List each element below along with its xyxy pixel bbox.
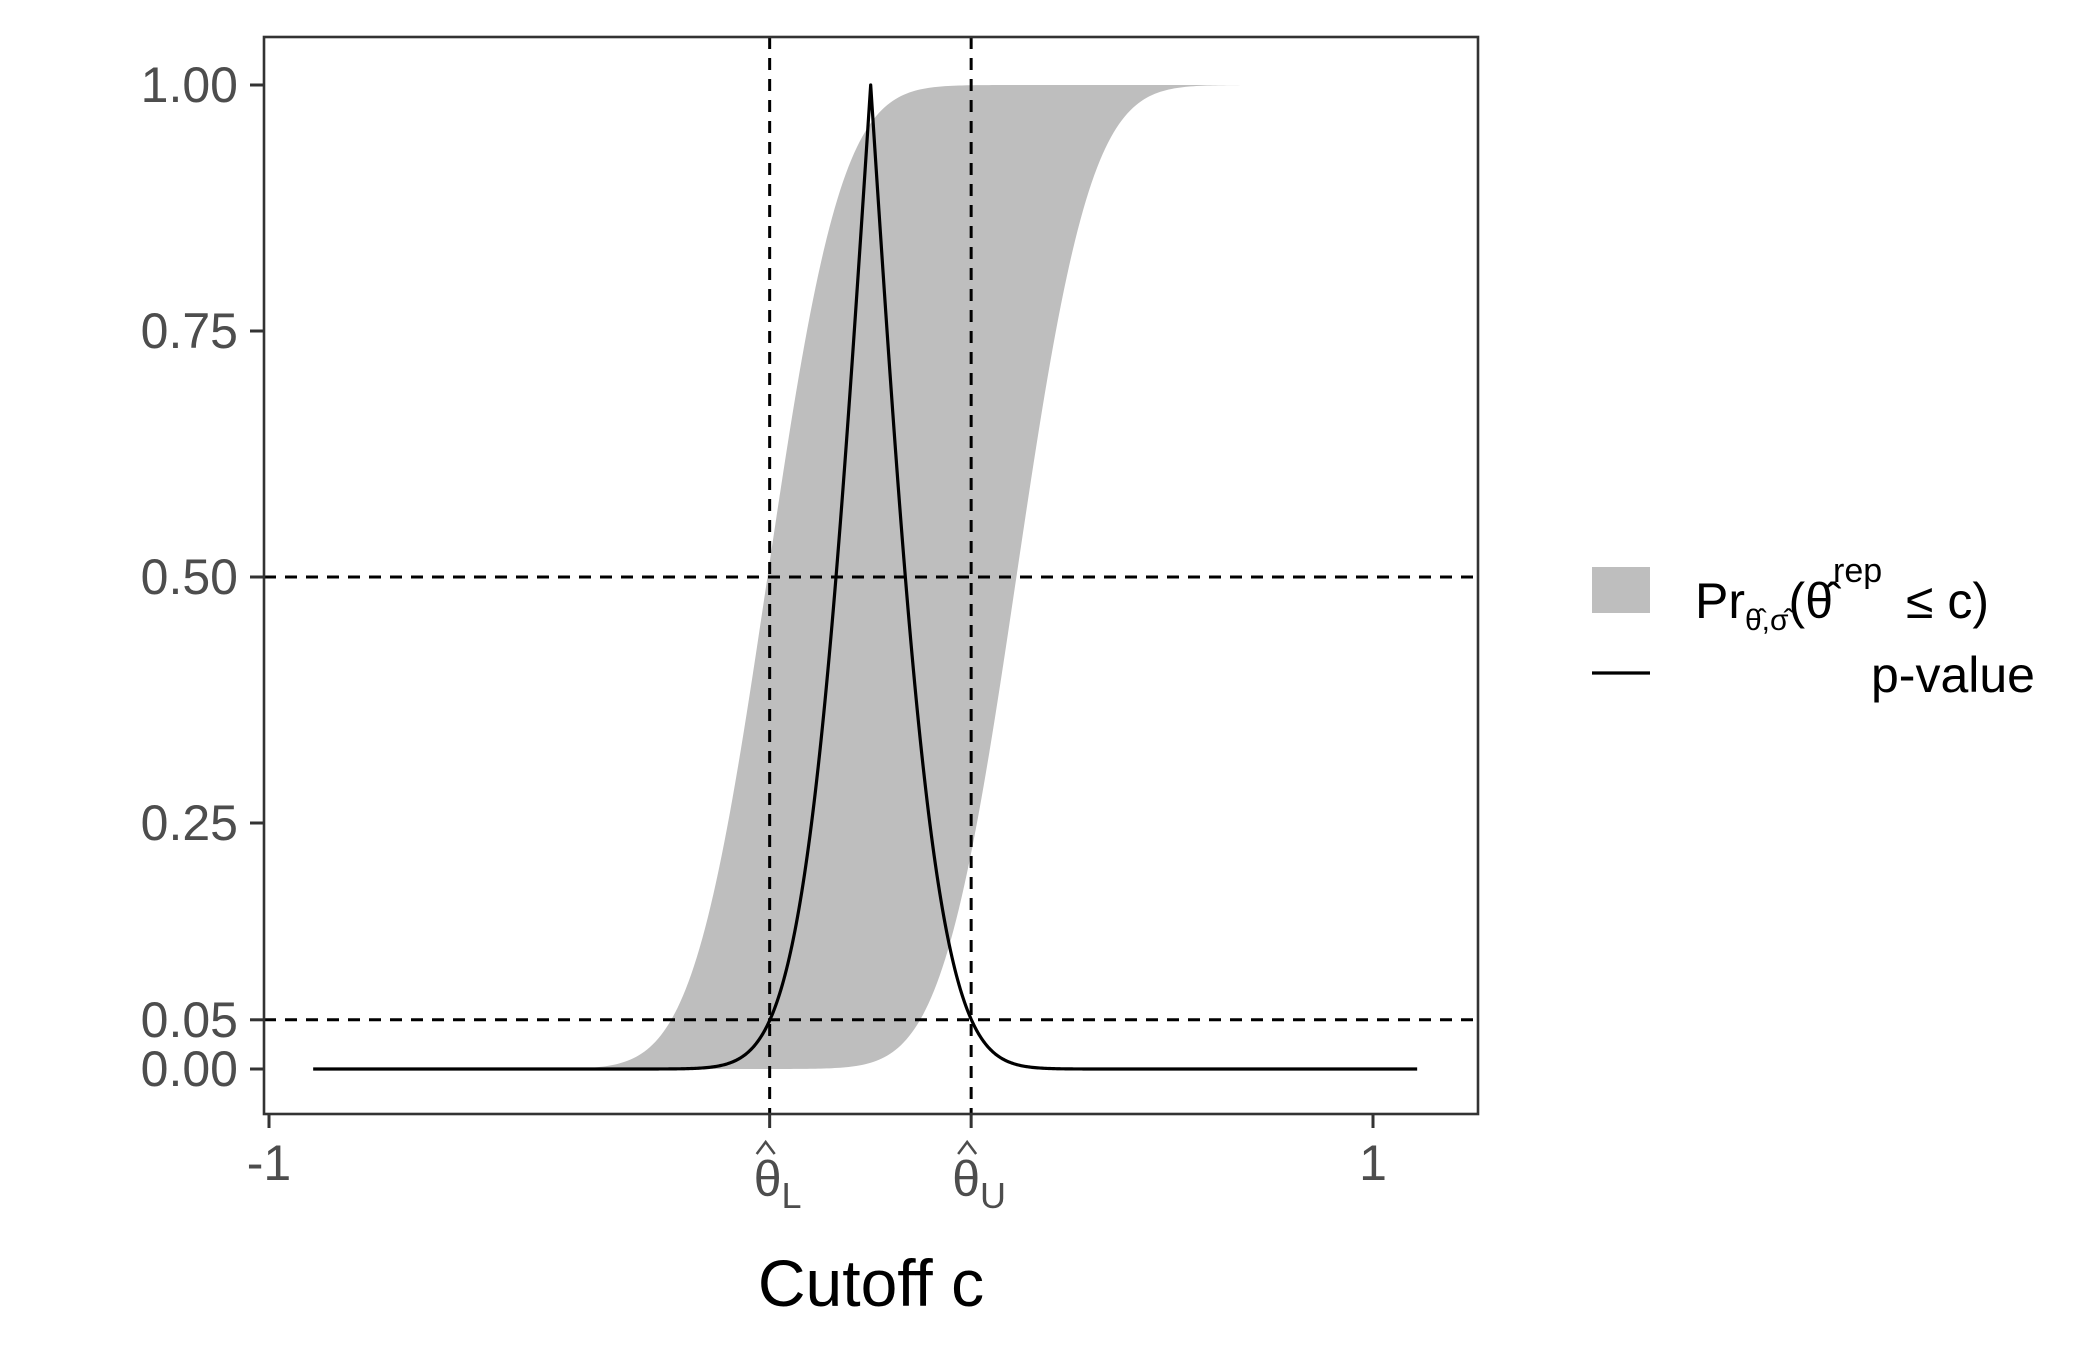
pvalue-line (312, 83, 1418, 1071)
y-tick-label: 0.50 (141, 549, 238, 605)
x-tick-label: -1 (247, 1135, 291, 1191)
x-tick-label: 1 (1359, 1135, 1387, 1191)
plot-area (264, 37, 1478, 1114)
band-area (313, 85, 1418, 1069)
x-axis-title: Cutoff c (758, 1246, 984, 1320)
y-tick-label: 0.75 (141, 303, 238, 359)
legend-label-band: Prθ̂,σ̂(θ̂rep ≤ c) (1695, 552, 1989, 637)
legend-key-band (1592, 567, 1650, 613)
y-tick-label: 0.25 (141, 795, 238, 851)
legend-label-pvalue: p-value (1871, 647, 2035, 703)
hat-accent (957, 1139, 978, 1155)
axes: 0.000.05 0.25 0.50 0.75 1.00 -1 1 θL θU Cutoff c (141, 35, 1480, 1320)
y-tick-label: 1.00 (141, 57, 238, 113)
legend: Prθ̂,σ̂(θ̂rep ≤ c) p-value (1592, 552, 2035, 703)
x-tick-label-theta-U: θU (952, 1151, 1006, 1216)
hat-accent (755, 1139, 776, 1155)
y-tick-label: 0.05 (141, 992, 238, 1048)
y-tick-label: 0.00 (141, 1041, 238, 1097)
x-tick-label-theta-L: θL (754, 1151, 802, 1216)
